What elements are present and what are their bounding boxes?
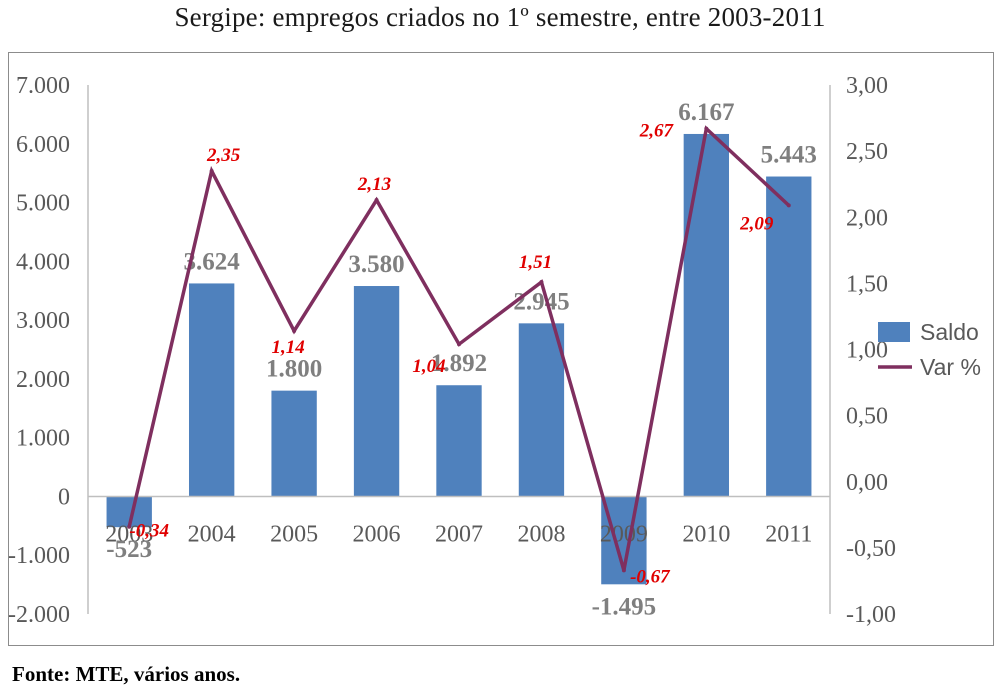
x-tick-label: 2008 xyxy=(517,521,565,547)
y-right-tick-label: 2,00 xyxy=(846,205,888,231)
x-tick-label: 2006 xyxy=(353,521,401,547)
line-data-label: 2,13 xyxy=(357,174,391,195)
y-right-tick-label: -0,50 xyxy=(846,536,896,562)
bar-saldo-2004 xyxy=(188,283,235,497)
bar-data-label: 2.945 xyxy=(513,288,569,315)
bar-data-label: -523 xyxy=(106,536,152,563)
bar-data-label: 1.800 xyxy=(266,356,322,383)
line-data-label: -0,67 xyxy=(630,566,671,587)
x-tick-label: 2009 xyxy=(600,521,648,547)
y-left-tick-label: 5.000 xyxy=(16,191,70,217)
x-tick-label: 2010 xyxy=(682,521,730,547)
bar-saldo-2008 xyxy=(518,323,565,497)
line-data-label: 2,09 xyxy=(739,213,774,234)
y-right-tick-label: 3,00 xyxy=(846,73,888,99)
bar-saldo-2006 xyxy=(353,286,400,497)
x-tick-label: 2005 xyxy=(270,521,318,547)
line-point-2010 xyxy=(704,126,709,131)
line-data-label: -0,34 xyxy=(129,521,169,542)
source-note: Fonte: MTE, vários anos. xyxy=(12,662,241,686)
line-data-label: 1,14 xyxy=(271,337,304,358)
y-left-tick-label: 0 xyxy=(58,484,70,510)
chart-title: Sergipe: empregos criados no 1º semestre… xyxy=(174,2,826,32)
bar-data-label: 1.892 xyxy=(431,350,487,377)
line-point-2011 xyxy=(786,203,791,208)
bar-saldo-2010 xyxy=(683,133,730,497)
line-point-2009 xyxy=(621,568,626,573)
line-data-label: 1,51 xyxy=(519,252,552,273)
legend-label-saldo: Saldo xyxy=(920,319,979,345)
y-left-tick-label: -1.000 xyxy=(8,543,70,569)
x-tick-label: 2004 xyxy=(188,521,236,547)
y-right-tick-label: 2,50 xyxy=(846,139,888,165)
legend-label-var: Var % xyxy=(920,354,981,380)
x-tick-label: 2007 xyxy=(435,521,483,547)
bar-data-label: 5.443 xyxy=(761,142,817,169)
line-point-2008 xyxy=(539,280,544,285)
line-point-2005 xyxy=(292,328,297,333)
bar-data-label: 6.167 xyxy=(678,99,734,126)
line-point-2004 xyxy=(209,168,214,173)
bar-data-label: -1.495 xyxy=(592,593,657,620)
bar-saldo-2007 xyxy=(436,385,482,497)
bar-data-label: 3.580 xyxy=(348,251,404,278)
line-data-label: 2,67 xyxy=(639,121,675,142)
line-data-label: 2,35 xyxy=(206,145,241,166)
plot-frame xyxy=(8,52,994,646)
bar-saldo-2005 xyxy=(271,390,317,497)
y-left-tick-label: 6.000 xyxy=(16,132,70,158)
x-tick-label: 2011 xyxy=(765,521,812,547)
y-right-tick-label: 1,50 xyxy=(846,271,888,297)
y-left-tick-label: 4.000 xyxy=(16,249,70,275)
legend-swatch-saldo xyxy=(878,322,910,342)
y-left-tick-label: 3.000 xyxy=(16,308,70,334)
y-left-tick-label: 7.000 xyxy=(16,73,70,99)
y-right-tick-label: 0,00 xyxy=(846,470,888,496)
y-left-tick-label: -2.000 xyxy=(8,602,70,628)
y-right-tick-label: 0,50 xyxy=(846,404,888,430)
bar-saldo-2011 xyxy=(766,176,812,497)
line-point-2006 xyxy=(374,198,379,203)
line-data-label: 1,04 xyxy=(412,356,445,377)
y-left-tick-label: 2.000 xyxy=(16,367,70,393)
y-right-tick-label: -1,00 xyxy=(846,602,896,628)
line-point-2007 xyxy=(457,342,461,347)
line-point-2003 xyxy=(127,524,132,529)
y-left-tick-label: 1.000 xyxy=(16,426,70,452)
